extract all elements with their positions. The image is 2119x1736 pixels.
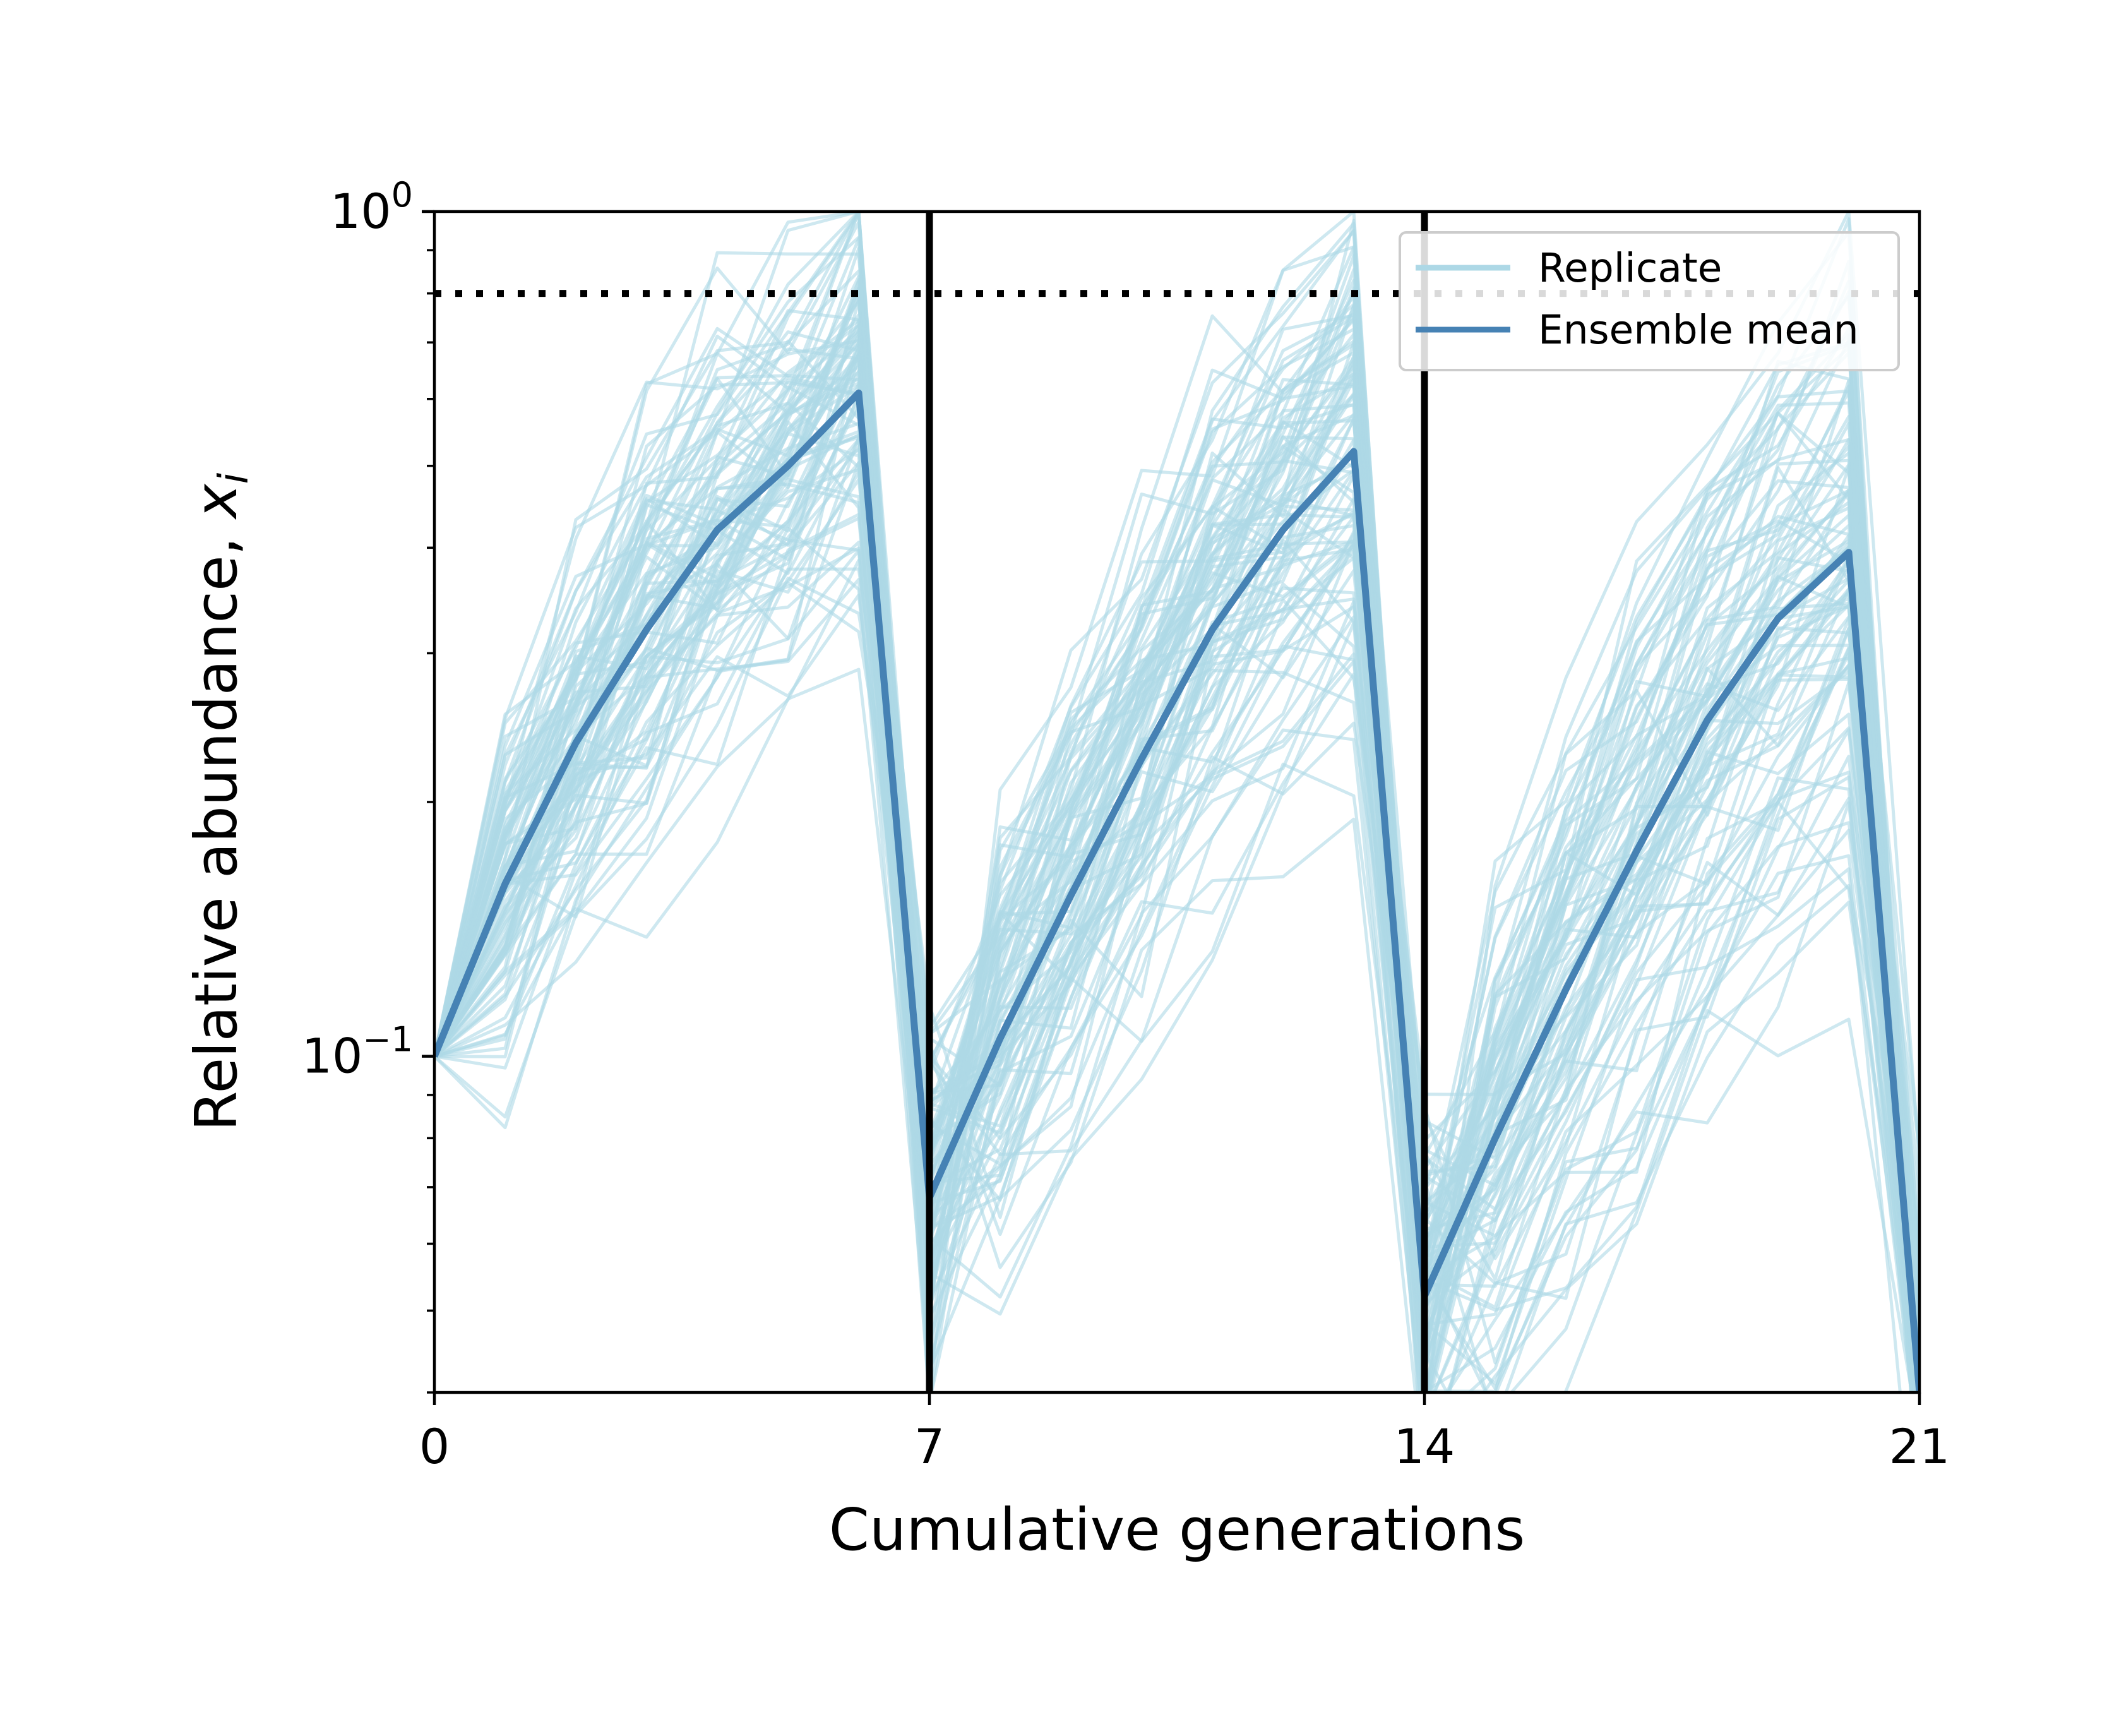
replicate-line [434,434,1919,1392]
replicate-line [434,251,1919,1334]
replicate-line [434,436,1919,1392]
replicate-line [434,407,1916,1392]
y-tick-label: 100 [330,175,413,239]
x-tick-label: 21 [1889,1418,1950,1475]
legend-label-replicate: Replicate [1538,245,1722,291]
x-tick-label: 0 [419,1418,450,1475]
replicate-line [434,422,1919,1392]
replicate-line [434,381,1919,1389]
replicate-line [434,468,1919,1375]
replicate-line [434,339,1915,1392]
replicate-line [434,513,1919,1336]
y-axis-title-variable: x [182,483,250,520]
replicate-line [434,469,1919,1392]
ensemble-mean-layer [434,389,1919,1392]
y-axis-title-text: Relative abundance, [182,518,250,1131]
replicate-line [434,577,1919,1391]
replicate-line [434,212,1919,1392]
y-axis: 100 10−1 [302,175,434,1394]
legend-label-ensemble-mean: Ensemble mean [1538,307,1859,353]
x-axis-title: Cumulative generations [829,1496,1525,1564]
replicate-line [434,593,1902,1392]
replicate-line [434,212,1919,1392]
transfer-lines [926,212,1428,1392]
x-axis: 0 7 14 21 [419,1392,1950,1475]
y-axis-title-subscript: i [211,472,258,484]
replicate-line [434,546,1919,1392]
replicate-line [434,230,1919,1392]
ensemble-mean-line [434,389,1919,1392]
y-axis-title: Relative abundance, xi [182,472,258,1131]
replicate-line [434,621,1916,1392]
legend-box [1399,231,1900,371]
replicate-line [434,212,1919,1346]
y-tick-label: 10−1 [302,1020,413,1084]
legend: Replicate Ensemble mean [1399,231,1900,371]
replicate-line [434,369,1919,1392]
x-tick-label: 14 [1394,1418,1455,1475]
x-tick-label: 7 [914,1418,945,1475]
